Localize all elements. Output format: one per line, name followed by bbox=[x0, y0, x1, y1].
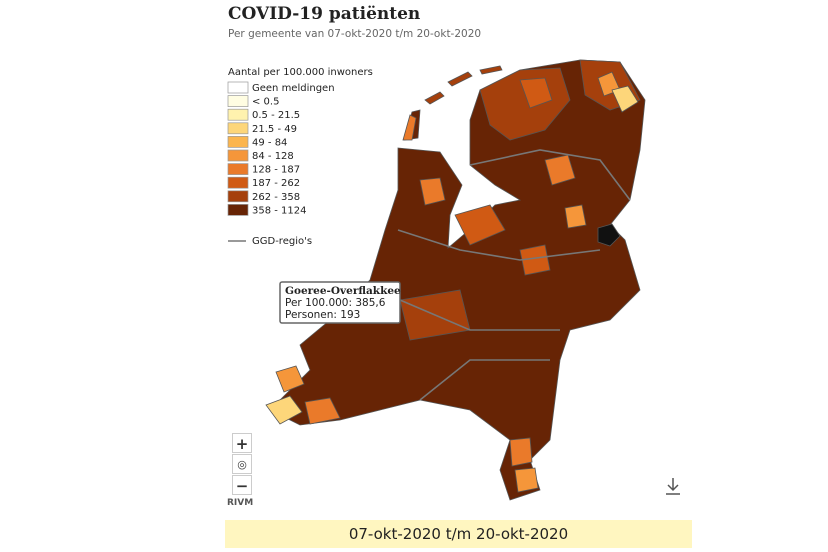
region bbox=[611, 85, 639, 113]
legend-label: Geen meldingen bbox=[252, 83, 335, 94]
legend-swatch bbox=[227, 95, 249, 107]
legend-ggd-label: GGD-regio's bbox=[252, 236, 312, 247]
tooltip-name: Goeree-Overflakkee bbox=[285, 285, 401, 297]
legend-label: 187 - 262 bbox=[252, 178, 300, 189]
legend-swatch bbox=[227, 163, 249, 175]
region bbox=[519, 77, 553, 109]
island bbox=[424, 91, 445, 105]
tooltip-line: Personen: 193 bbox=[285, 309, 360, 321]
region bbox=[544, 154, 576, 186]
legend-swatch bbox=[227, 176, 249, 189]
legend-swatch bbox=[227, 149, 249, 162]
zoom-in[interactable]: + bbox=[232, 433, 252, 453]
legend-swatch bbox=[227, 190, 249, 203]
region bbox=[514, 467, 539, 493]
legend-label: 0.5 - 21.5 bbox=[252, 110, 300, 121]
legend-swatch bbox=[227, 136, 249, 148]
region bbox=[265, 395, 303, 425]
map-regions bbox=[265, 59, 646, 501]
source: RIVM bbox=[227, 498, 254, 508]
legend-label: 21.5 - 49 bbox=[252, 124, 297, 135]
region bbox=[275, 365, 305, 393]
zoom-out[interactable]: − bbox=[232, 475, 252, 495]
region bbox=[304, 397, 341, 425]
region bbox=[454, 204, 506, 246]
region bbox=[509, 437, 533, 467]
region bbox=[564, 204, 587, 229]
region bbox=[419, 177, 446, 206]
legend-swatch bbox=[227, 108, 249, 121]
legend: Geen meldingen < 0.5 0.5 - 21.5 21.5 - 49 49… bbox=[227, 81, 335, 216]
legend-label: 84 - 128 bbox=[252, 151, 294, 162]
legend-swatch bbox=[227, 122, 249, 135]
legend-swatch bbox=[227, 204, 249, 216]
legend-label: 262 - 358 bbox=[252, 192, 300, 203]
legend-swatch bbox=[227, 81, 249, 94]
island bbox=[447, 71, 473, 87]
region bbox=[269, 59, 646, 501]
subtitle: Per gemeente van 07-okt-2020 t/m 20-okt-… bbox=[228, 28, 482, 40]
legend-label: 49 - 84 bbox=[252, 137, 287, 148]
legend-title: Aantal per 100.000 inwoners bbox=[228, 67, 373, 78]
footer-date: 07-okt-2020 t/m 20-okt-2020 bbox=[225, 520, 692, 548]
island bbox=[402, 114, 417, 141]
tooltip: Goeree-Overflakkee Per 100.000: 385,6 Pe… bbox=[279, 281, 401, 324]
legend-label: 128 - 187 bbox=[252, 165, 300, 176]
locate[interactable]: ◎ bbox=[232, 454, 252, 474]
island bbox=[479, 65, 503, 75]
tooltip-box bbox=[279, 281, 401, 324]
highlight-region bbox=[597, 223, 621, 247]
legend-label: 358 - 1124 bbox=[252, 205, 307, 216]
tooltip-line: Per 100.000: 385,6 bbox=[285, 297, 386, 309]
download-icon[interactable] bbox=[666, 478, 680, 495]
region bbox=[519, 244, 551, 276]
legend-label: < 0.5 bbox=[252, 97, 279, 108]
title: COVID-19 patiënten bbox=[228, 4, 421, 24]
